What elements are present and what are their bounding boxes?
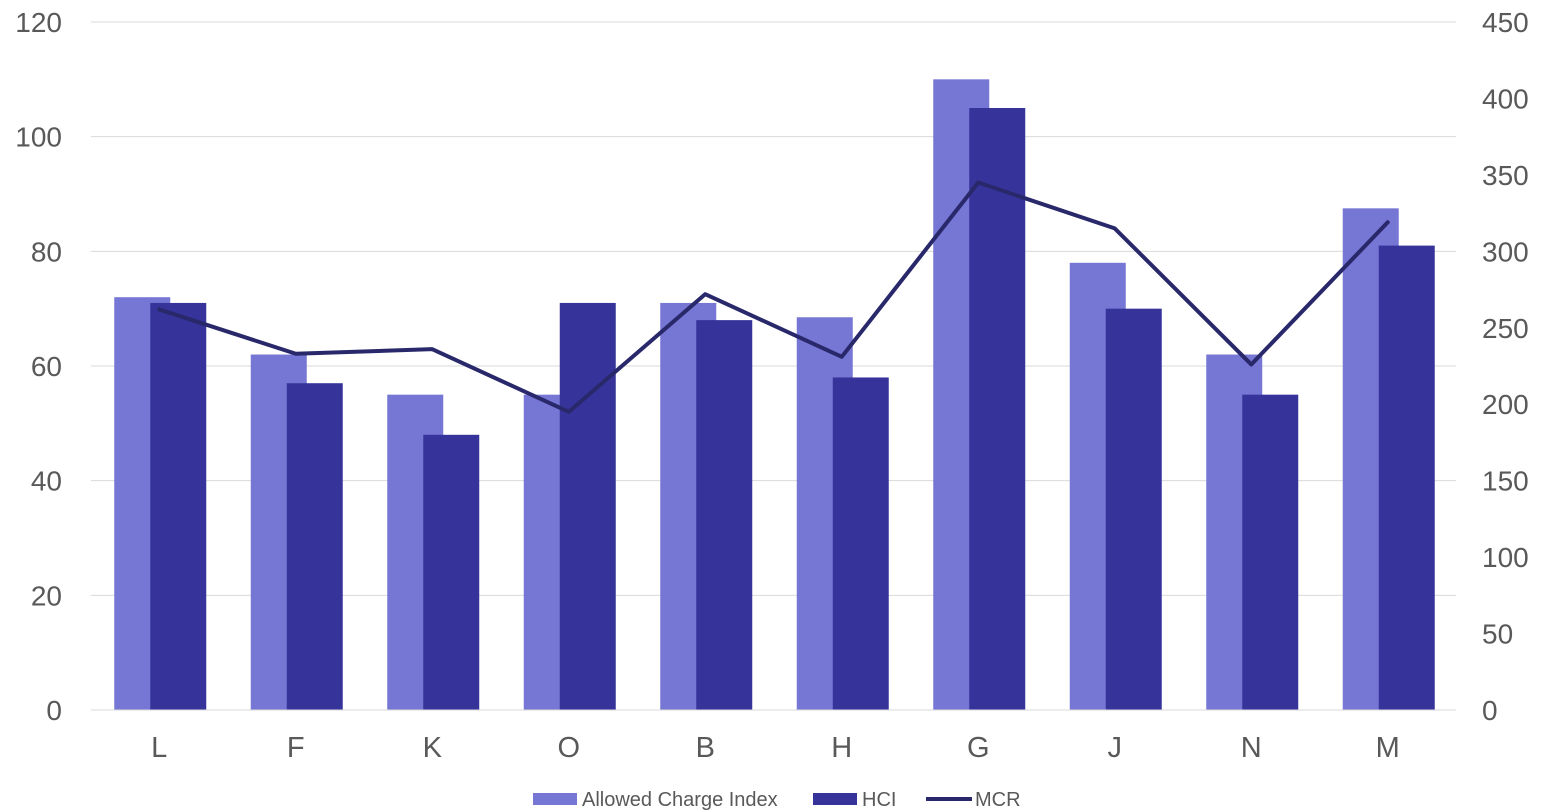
category-label-G: G [967, 732, 990, 764]
bars [114, 79, 1435, 711]
right-tick-label: 450 [1482, 7, 1529, 38]
legend: Allowed Charge Index HCI MCR [533, 789, 1021, 811]
left-tick-label: 0 [46, 695, 62, 726]
right-tick-label: 250 [1482, 313, 1529, 344]
right-tick-label: 200 [1482, 389, 1529, 420]
hci-bar-M [1378, 245, 1435, 710]
category-label-J: J [1108, 732, 1123, 764]
category-label-B: B [696, 732, 715, 764]
left-tick-label: 100 [15, 122, 62, 153]
legend-swatch-1 [813, 793, 857, 805]
hci-bar-N [1242, 394, 1299, 710]
left-tick-label: 120 [15, 7, 62, 38]
right-tick-label: 350 [1482, 160, 1529, 191]
hci-bar-K [423, 434, 480, 710]
legend-label-0: Allowed Charge Index [582, 789, 778, 811]
right-tick-label: 400 [1482, 83, 1529, 114]
left-tick-label: 80 [31, 236, 62, 267]
category-label-K: K [423, 732, 443, 764]
hci-bar-H [832, 377, 889, 710]
category-label-F: F [287, 732, 305, 764]
left-tick-label: 20 [31, 580, 62, 611]
legend-label-2: MCR [975, 789, 1021, 811]
legend-label-1: HCI [862, 789, 896, 811]
right-tick-label: 150 [1482, 466, 1529, 497]
hci-bar-J [1105, 308, 1162, 710]
left-y-axis: 0 20 40 60 80 100 120 [15, 7, 62, 726]
right-tick-label: 50 [1482, 619, 1513, 650]
hci-bar-B [696, 320, 753, 710]
category-label-H: H [831, 732, 852, 764]
right-tick-label: 100 [1482, 542, 1529, 573]
category-label-M: M [1376, 732, 1400, 764]
category-label-L: L [151, 732, 167, 764]
mcr-line [157, 180, 1390, 414]
hci-bar-F [286, 383, 343, 710]
right-tick-label: 300 [1482, 236, 1529, 267]
legend-swatch-0 [533, 793, 577, 805]
hci-bar-G [969, 108, 1026, 710]
right-y-axis: 0 50 100 150 200 250 300 350 400 450 [1482, 7, 1529, 726]
right-tick-label: 0 [1482, 695, 1498, 726]
hci-bar-O [559, 302, 616, 710]
category-label-N: N [1241, 732, 1262, 764]
mcr-line-layer [157, 180, 1390, 414]
hci-bar-L [150, 302, 207, 710]
left-tick-label: 60 [31, 351, 62, 382]
left-tick-label: 40 [31, 466, 62, 497]
category-label-O: O [557, 732, 580, 764]
